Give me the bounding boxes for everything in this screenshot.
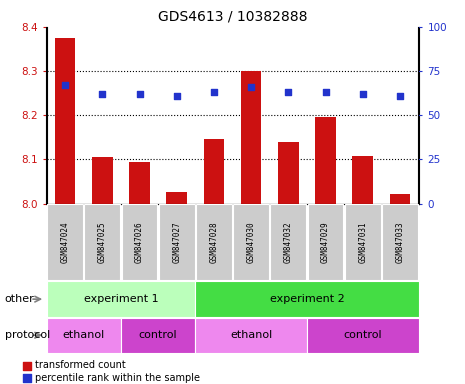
Bar xyxy=(195,281,418,317)
Text: experiment 1: experiment 1 xyxy=(84,294,158,304)
Point xyxy=(61,82,69,88)
Text: GSM847032: GSM847032 xyxy=(284,221,293,263)
Bar xyxy=(278,142,299,204)
Bar xyxy=(122,204,157,280)
Text: experiment 2: experiment 2 xyxy=(270,294,344,304)
Point xyxy=(359,91,366,97)
Bar xyxy=(159,204,194,280)
Text: GSM847024: GSM847024 xyxy=(60,221,70,263)
Bar xyxy=(271,204,306,280)
Bar xyxy=(46,318,121,353)
Bar xyxy=(308,204,343,280)
Legend: transformed count, percentile rank within the sample: transformed count, percentile rank withi… xyxy=(23,360,200,383)
Bar xyxy=(166,192,187,204)
Text: control: control xyxy=(343,330,382,340)
Bar xyxy=(233,204,269,280)
Bar xyxy=(345,204,380,280)
Point xyxy=(322,89,329,95)
Point xyxy=(396,93,404,99)
Bar xyxy=(46,281,195,317)
Text: GSM847033: GSM847033 xyxy=(395,221,405,263)
Bar xyxy=(307,318,418,353)
Bar xyxy=(195,318,307,353)
Text: ethanol: ethanol xyxy=(63,330,105,340)
Text: GSM847027: GSM847027 xyxy=(172,221,181,263)
Point xyxy=(285,89,292,95)
Bar xyxy=(352,156,373,204)
Text: GSM847025: GSM847025 xyxy=(98,221,107,263)
Bar xyxy=(55,38,75,204)
Bar xyxy=(92,157,113,204)
Bar xyxy=(315,118,336,204)
Text: GSM847028: GSM847028 xyxy=(209,221,219,263)
Text: GSM847026: GSM847026 xyxy=(135,221,144,263)
Bar xyxy=(47,204,83,280)
Text: GSM847030: GSM847030 xyxy=(246,221,256,263)
Bar xyxy=(390,194,410,204)
Point xyxy=(247,84,255,90)
Bar xyxy=(85,204,120,280)
Text: GDS4613 / 10382888: GDS4613 / 10382888 xyxy=(158,10,307,23)
Point xyxy=(173,93,180,99)
Text: other: other xyxy=(5,294,34,304)
Point xyxy=(136,91,143,97)
Text: protocol: protocol xyxy=(5,330,50,340)
Point xyxy=(99,91,106,97)
Text: GSM847029: GSM847029 xyxy=(321,221,330,263)
Bar xyxy=(204,139,224,204)
Text: GSM847031: GSM847031 xyxy=(358,221,367,263)
Bar xyxy=(129,162,150,204)
Point xyxy=(210,89,218,95)
Bar xyxy=(121,318,195,353)
Text: ethanol: ethanol xyxy=(230,330,272,340)
Bar xyxy=(382,204,418,280)
Bar xyxy=(241,71,261,204)
Bar xyxy=(196,204,232,280)
Text: control: control xyxy=(139,330,178,340)
